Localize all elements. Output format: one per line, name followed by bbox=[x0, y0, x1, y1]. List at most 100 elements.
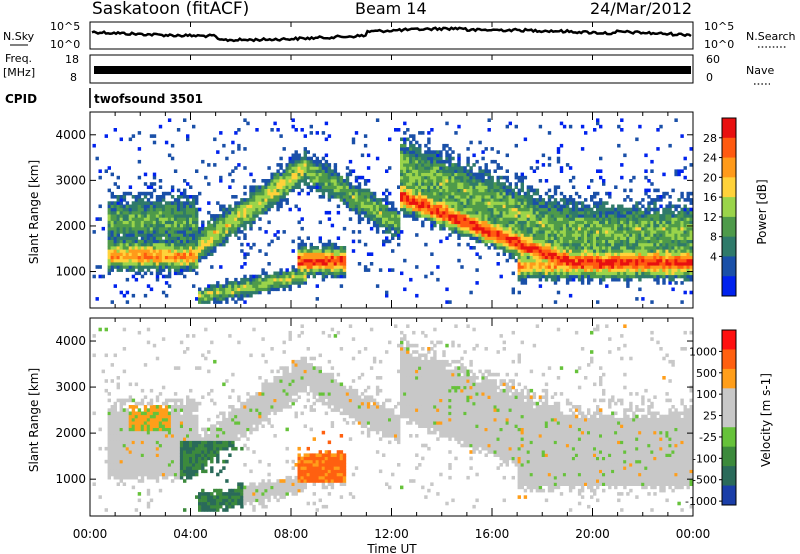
range-gate-cell bbox=[149, 252, 154, 256]
range-gate-cell bbox=[574, 252, 579, 256]
range-gate-cell bbox=[526, 185, 531, 189]
range-gate-cell bbox=[375, 118, 380, 122]
range-gate-cell bbox=[472, 182, 476, 186]
range-gate-cell bbox=[553, 262, 558, 266]
range-gate-cell bbox=[433, 156, 437, 161]
range-gate-cell bbox=[167, 226, 172, 231]
range-gate-cell bbox=[481, 191, 485, 196]
range-gate-cell bbox=[219, 207, 223, 212]
range-gate-cell bbox=[602, 220, 606, 225]
range-gate-cell bbox=[626, 239, 630, 244]
range-gate-cell bbox=[336, 188, 341, 193]
range-gate-cell bbox=[641, 223, 645, 228]
range-gate-cell bbox=[659, 249, 663, 253]
range-gate-cell bbox=[562, 242, 567, 247]
range-gate-cell bbox=[116, 223, 120, 228]
range-gate-cell bbox=[584, 249, 588, 253]
range-gate-cell bbox=[336, 179, 341, 183]
range-gate-cell bbox=[134, 472, 139, 477]
range-gate-cell bbox=[532, 220, 537, 225]
range-gate-cell bbox=[167, 255, 172, 260]
range-gate-cell bbox=[107, 268, 111, 272]
range-gate-cell bbox=[285, 277, 289, 282]
range-gate-cell bbox=[424, 185, 428, 189]
range-gate-cell bbox=[568, 223, 573, 228]
range-gate-cell bbox=[577, 249, 582, 253]
range-gate-cell bbox=[635, 239, 639, 244]
range-gate-cell bbox=[192, 284, 196, 288]
range-gate-cell bbox=[303, 246, 307, 250]
range-gate-cell bbox=[577, 274, 582, 279]
range-gate-cell bbox=[647, 252, 651, 256]
range-gate-cell bbox=[321, 274, 326, 279]
range-gate-cell bbox=[406, 166, 410, 170]
range-gate-cell bbox=[210, 252, 214, 256]
range-gate-cell bbox=[523, 255, 528, 260]
range-gate-cell bbox=[369, 214, 374, 218]
range-gate-cell bbox=[276, 230, 280, 234]
range-gate-cell bbox=[626, 274, 630, 279]
range-gate-cell bbox=[626, 271, 630, 276]
range-gate-cell bbox=[484, 226, 488, 231]
range-gate-cell bbox=[152, 262, 157, 266]
range-gate-cell bbox=[478, 239, 482, 244]
range-gate-cell bbox=[436, 214, 440, 218]
range-gate-cell bbox=[297, 179, 301, 183]
range-gate-cell bbox=[315, 249, 319, 253]
range-gate-cell bbox=[454, 204, 458, 209]
range-gate-cell bbox=[665, 252, 669, 256]
range-gate-cell bbox=[116, 450, 120, 454]
range-gate-cell bbox=[577, 210, 582, 215]
range-gate-cell bbox=[110, 469, 114, 474]
range-gate-cell bbox=[385, 188, 389, 193]
range-gate-cell bbox=[406, 179, 410, 183]
range-gate-cell bbox=[412, 191, 416, 196]
range-gate-cell bbox=[324, 185, 329, 189]
range-gate-cell bbox=[547, 163, 552, 167]
range-gate-cell bbox=[457, 214, 461, 218]
range-gate-cell bbox=[514, 143, 518, 148]
range-gate-cell bbox=[442, 220, 446, 225]
range-gate-cell bbox=[400, 185, 404, 189]
range-gate-cell bbox=[179, 217, 184, 221]
range-gate-cell bbox=[306, 268, 310, 272]
range-gate-cell bbox=[632, 255, 636, 260]
range-gate-cell bbox=[128, 252, 133, 256]
range-gate-cell bbox=[559, 274, 564, 279]
range-gate-cell bbox=[448, 198, 452, 202]
range-gate-cell bbox=[216, 287, 220, 292]
range-gate-cell bbox=[333, 262, 338, 266]
range-gate-cell bbox=[140, 204, 145, 209]
range-gate-cell bbox=[580, 274, 585, 279]
range-gate-cell bbox=[342, 258, 347, 263]
range-gate-cell bbox=[101, 274, 105, 279]
range-gate-cell bbox=[406, 128, 410, 132]
range-gate-cell bbox=[584, 217, 588, 221]
range-gate-cell bbox=[421, 163, 425, 167]
range-gate-cell bbox=[140, 472, 145, 477]
range-gate-cell bbox=[107, 230, 111, 234]
range-gate-cell bbox=[668, 233, 672, 237]
range-gate-cell bbox=[517, 262, 521, 266]
range-gate-cell bbox=[556, 147, 561, 151]
range-gate-cell bbox=[481, 175, 485, 180]
range-gate-cell bbox=[629, 210, 633, 215]
range-gate-cell bbox=[219, 204, 223, 209]
range-gate-cell bbox=[198, 207, 202, 212]
range-gate-cell bbox=[580, 207, 585, 212]
range-gate-cell bbox=[110, 440, 114, 445]
range-gate-cell bbox=[617, 274, 621, 279]
range-gate-cell bbox=[689, 214, 693, 218]
range-gate-cell bbox=[553, 274, 558, 279]
range-gate-cell bbox=[490, 226, 494, 231]
range-gate-cell bbox=[571, 210, 576, 215]
range-gate-cell bbox=[650, 236, 654, 240]
range-gate-cell bbox=[511, 191, 515, 196]
range-gate-cell bbox=[478, 220, 482, 225]
range-gate-cell bbox=[674, 281, 678, 285]
range-gate-cell bbox=[195, 169, 199, 173]
range-gate-cell bbox=[409, 185, 413, 189]
range-gate-cell bbox=[421, 210, 425, 215]
range-gate-cell bbox=[647, 201, 651, 205]
range-gate-cell bbox=[617, 271, 621, 276]
